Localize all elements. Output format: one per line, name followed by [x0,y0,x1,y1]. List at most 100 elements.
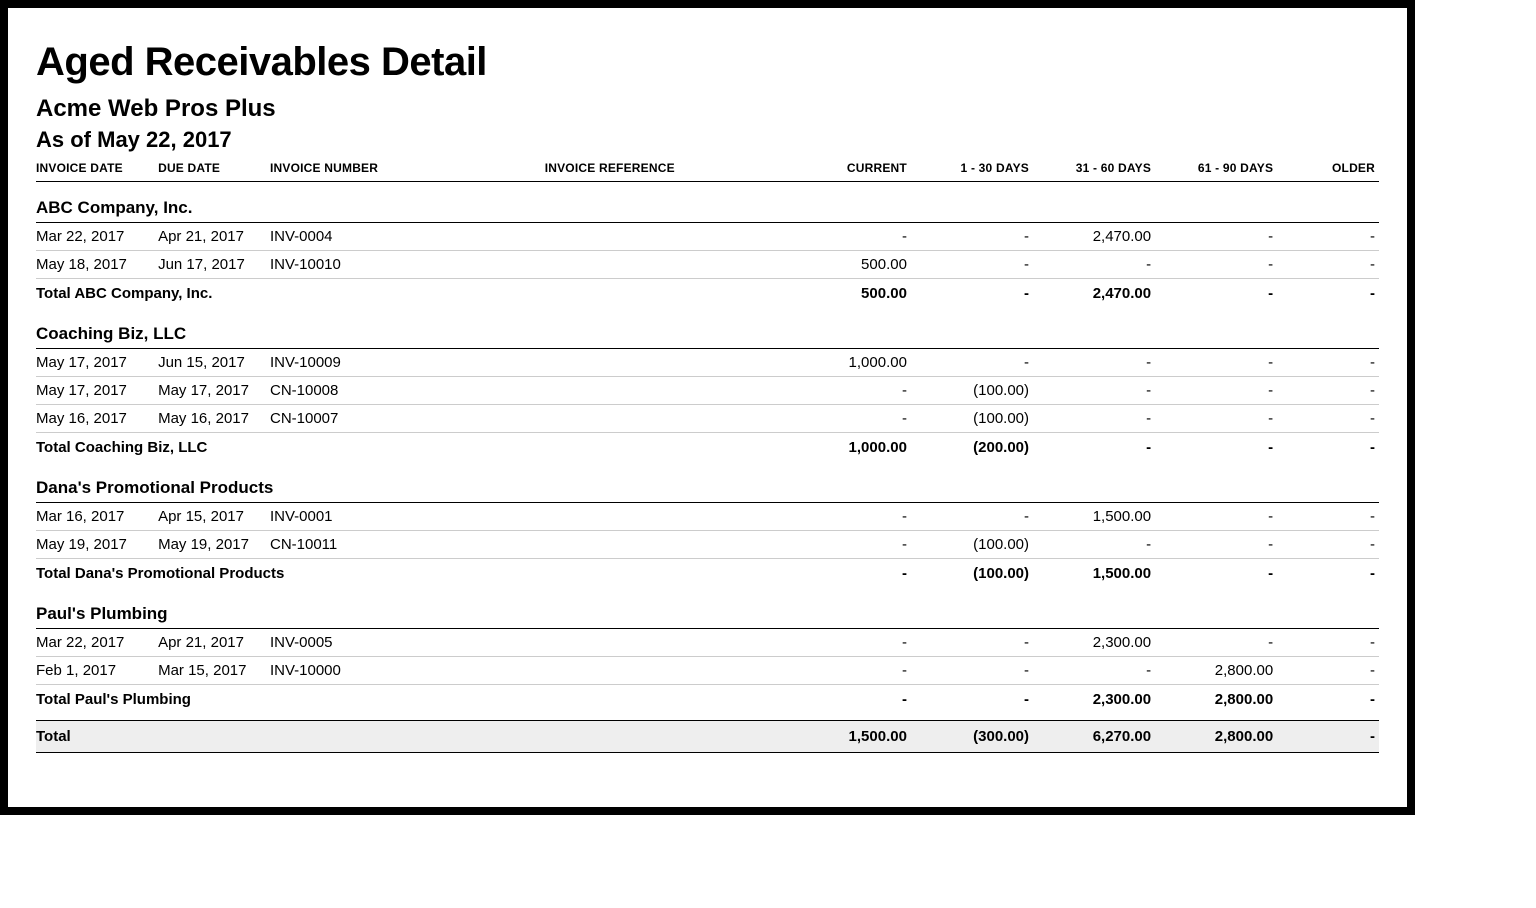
cell-31-60: 2,470.00 [1033,223,1155,251]
cell-31-60: - [1033,405,1155,433]
cell-older: - [1277,223,1379,251]
total-older: - [1277,559,1379,589]
cell-due-date: Apr 21, 2017 [158,223,270,251]
grand-total-row: Total1,500.00(300.00)6,270.002,800.00- [36,721,1379,753]
cell-61-90: - [1155,503,1277,531]
table-row: Feb 1, 2017Mar 15, 2017INV-10000---2,800… [36,657,1379,685]
section-total-label: Total Paul's Plumbing [36,685,779,715]
section-name-row: Coaching Biz, LLC [36,308,1379,349]
aged-receivables-table: INVOICE DATE DUE DATE INVOICE NUMBER INV… [36,157,1379,753]
section-name: Dana's Promotional Products [36,462,1379,503]
cell-invoice-number: INV-10010 [270,251,545,279]
cell-1-30: - [911,657,1033,685]
cell-older: - [1277,349,1379,377]
cell-older: - [1277,629,1379,657]
cell-current: - [779,657,911,685]
section-total-label: Total Coaching Biz, LLC [36,433,779,463]
cell-61-90: - [1155,531,1277,559]
cell-due-date: May 16, 2017 [158,405,270,433]
cell-31-60: 2,300.00 [1033,629,1155,657]
cell-invoice-reference [545,657,779,685]
section-total-row: Total Coaching Biz, LLC1,000.00(200.00)-… [36,433,1379,463]
section-name-row: Paul's Plumbing [36,588,1379,629]
cell-invoice-reference [545,377,779,405]
cell-1-30: (100.00) [911,405,1033,433]
cell-61-90: - [1155,349,1277,377]
table-row: Mar 22, 2017Apr 21, 2017INV-0005--2,300.… [36,629,1379,657]
cell-current: - [779,503,911,531]
col-61-90: 61 - 90 DAYS [1155,157,1277,182]
cell-invoice-reference [545,503,779,531]
cell-31-60: - [1033,657,1155,685]
cell-older: - [1277,251,1379,279]
report-container: Aged Receivables Detail Acme Web Pros Pl… [0,0,1415,815]
cell-due-date: Mar 15, 2017 [158,657,270,685]
total-1-30: (200.00) [911,433,1033,463]
cell-older: - [1277,377,1379,405]
total-31-60: 2,470.00 [1033,279,1155,309]
cell-current: 500.00 [779,251,911,279]
cell-61-90: - [1155,251,1277,279]
company-name: Acme Web Pros Plus [36,95,1379,123]
report-title: Aged Receivables Detail [36,40,1379,85]
cell-1-30: - [911,251,1033,279]
cell-invoice-reference [545,531,779,559]
col-current: CURRENT [779,157,911,182]
total-31-60: - [1033,433,1155,463]
cell-due-date: Jun 17, 2017 [158,251,270,279]
cell-1-30: (100.00) [911,377,1033,405]
cell-1-30: - [911,503,1033,531]
cell-61-90: - [1155,377,1277,405]
cell-invoice-number: INV-0001 [270,503,545,531]
as-of-date: As of May 22, 2017 [36,127,1379,153]
cell-older: - [1277,657,1379,685]
cell-invoice-date: May 16, 2017 [36,405,158,433]
total-31-60: 1,500.00 [1033,559,1155,589]
cell-invoice-reference [545,629,779,657]
cell-invoice-reference [545,349,779,377]
table-row: May 16, 2017May 16, 2017CN-10007-(100.00… [36,405,1379,433]
section-total-label: Total Dana's Promotional Products [36,559,779,589]
col-invoice-date: INVOICE DATE [36,157,158,182]
table-row: Mar 22, 2017Apr 21, 2017INV-0004--2,470.… [36,223,1379,251]
cell-invoice-date: Mar 16, 2017 [36,503,158,531]
cell-due-date: Jun 15, 2017 [158,349,270,377]
cell-current: - [779,531,911,559]
cell-invoice-date: Mar 22, 2017 [36,223,158,251]
total-current: 500.00 [779,279,911,309]
col-31-60: 31 - 60 DAYS [1033,157,1155,182]
total-61-90: 2,800.00 [1155,685,1277,715]
table-row: Mar 16, 2017Apr 15, 2017INV-0001--1,500.… [36,503,1379,531]
cell-current: - [779,629,911,657]
table-row: May 17, 2017May 17, 2017CN-10008-(100.00… [36,377,1379,405]
table-row: May 18, 2017Jun 17, 2017INV-10010500.00-… [36,251,1379,279]
cell-invoice-number: INV-10009 [270,349,545,377]
cell-due-date: May 17, 2017 [158,377,270,405]
grand-total-61-90: 2,800.00 [1155,721,1277,753]
cell-31-60: - [1033,531,1155,559]
cell-31-60: - [1033,377,1155,405]
section-total-row: Total ABC Company, Inc.500.00-2,470.00-- [36,279,1379,309]
cell-1-30: (100.00) [911,531,1033,559]
total-1-30: - [911,685,1033,715]
cell-current: - [779,377,911,405]
grand-total-label: Total [36,721,779,753]
section-name-row: ABC Company, Inc. [36,182,1379,223]
col-invoice-reference: INVOICE REFERENCE [545,157,779,182]
col-1-30: 1 - 30 DAYS [911,157,1033,182]
total-61-90: - [1155,279,1277,309]
grand-total-31-60: 6,270.00 [1033,721,1155,753]
section-name: ABC Company, Inc. [36,182,1379,223]
cell-due-date: Apr 21, 2017 [158,629,270,657]
cell-61-90: - [1155,629,1277,657]
cell-current: - [779,405,911,433]
cell-invoice-number: CN-10011 [270,531,545,559]
total-current: - [779,685,911,715]
section-name: Paul's Plumbing [36,588,1379,629]
total-older: - [1277,279,1379,309]
total-1-30: - [911,279,1033,309]
col-invoice-number: INVOICE NUMBER [270,157,545,182]
cell-older: - [1277,405,1379,433]
grand-total-1-30: (300.00) [911,721,1033,753]
total-older: - [1277,433,1379,463]
